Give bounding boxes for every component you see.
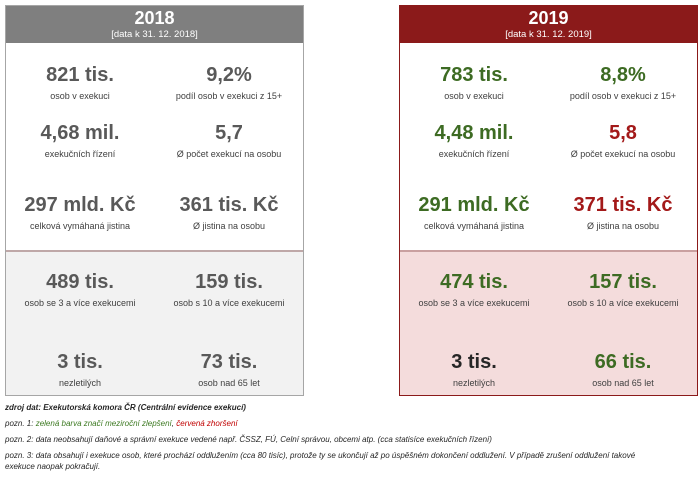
stat-label: celková vymáhaná jistina — [423, 221, 525, 231]
stat-label: osob nad 65 let — [592, 378, 654, 388]
stat-value: 4,68 mil. — [40, 122, 120, 144]
stat-label: nezletilých — [58, 378, 102, 388]
stat-label: osob s 10 a více exekucemi — [173, 298, 285, 308]
stat-label: Ø jistina na osobu — [192, 221, 266, 231]
stat-label: osob v exekuci — [50, 91, 110, 101]
note-1-green-text: zelená barva značí meziroční zlepšení — [35, 419, 172, 428]
stat-avg-executions: 5,7 Ø počet exekucí na osobu — [155, 121, 303, 160]
panel-2018-secondary-stats: 489 tis. osob se 3 a více exekucemi 159 … — [6, 250, 303, 395]
stat-label: Ø jistina na osobu — [586, 221, 660, 231]
stat-avg-executions: 5,8 Ø počet exekucí na osobu — [549, 121, 697, 160]
stat-value: 5,8 — [609, 122, 637, 144]
stat-value: 474 tis. — [440, 271, 508, 293]
note-1-separator: , — [171, 419, 175, 428]
stat-avg-principal: 371 tis. Kč Ø jistina na osobu — [549, 193, 697, 232]
note-1: pozn. 1: zelená barva značí meziroční zl… — [5, 418, 695, 429]
stat-value: 489 tis. — [46, 271, 114, 293]
year-title-2019: 2019 — [528, 8, 569, 28]
stat-label: nezletilých — [452, 378, 496, 388]
stat-label: Ø počet exekucí na osobu — [176, 149, 282, 159]
panel-2019-header: 2019 [data k 31. 12. 2019] — [400, 6, 697, 43]
stat-label: osob v exekuci — [444, 91, 504, 101]
stat-label: podíl osob v exekuci z 15+ — [175, 91, 283, 101]
stat-over-65: 73 tis. osob nad 65 let — [155, 350, 303, 389]
note-2: pozn. 2: data neobsahují daňové a správn… — [5, 435, 492, 444]
stat-over-65: 66 tis. osob nad 65 let — [549, 350, 697, 389]
stat-value: 66 tis. — [594, 351, 652, 373]
stat-label: celková vymáhaná jistina — [29, 221, 131, 231]
stat-total-principal: 291 mld. Kč celková vymáhaná jistina — [400, 193, 548, 232]
stat-persons-in-execution: 783 tis. osob v exekuci — [400, 63, 548, 102]
stat-value: 9,2% — [206, 64, 252, 86]
stat-10plus-executions: 157 tis. osob s 10 a více exekucemi — [549, 270, 697, 309]
stat-label: osob nad 65 let — [198, 378, 260, 388]
year-title-2018: 2018 — [134, 8, 175, 28]
stat-3plus-executions: 489 tis. osob se 3 a více exekucemi — [6, 270, 154, 309]
note-1-prefix: pozn. 1: — [5, 419, 34, 428]
stat-value: 3 tis. — [57, 351, 103, 373]
stat-label: osob se 3 a více exekucemi — [418, 298, 530, 308]
date-subtitle-2019: [data k 31. 12. 2019] — [505, 29, 592, 40]
note-1-red-text: červená zhoršení — [176, 419, 238, 428]
stat-10plus-executions: 159 tis. osob s 10 a více exekucemi — [155, 270, 303, 309]
stat-value: 291 mld. Kč — [418, 194, 530, 216]
stat-label: osob se 3 a více exekucemi — [24, 298, 136, 308]
stat-value: 4,48 mil. — [434, 122, 514, 144]
stat-value: 3 tis. — [451, 351, 497, 373]
stat-share-persons: 9,2% podíl osob v exekuci z 15+ — [155, 63, 303, 102]
stat-value: 297 mld. Kč — [24, 194, 136, 216]
footnotes: zdroj dat: Exekutorská komora ČR (Centrá… — [5, 402, 695, 472]
stat-value: 73 tis. — [200, 351, 258, 373]
stat-share-persons: 8,8% podíl osob v exekuci z 15+ — [549, 63, 697, 102]
stat-label: exekučních řízení — [438, 149, 510, 159]
stat-execution-proceedings: 4,68 mil. exekučních řízení — [6, 121, 154, 160]
stat-value: 157 tis. — [589, 271, 657, 293]
note-3-line-1: pozn. 3: data obsahují i exekuce osob, k… — [5, 451, 636, 460]
panel-2018: 2018 [data k 31. 12. 2018] 821 tis. osob… — [5, 5, 304, 396]
stat-label: osob s 10 a více exekucemi — [567, 298, 679, 308]
date-subtitle-2018: [data k 31. 12. 2018] — [111, 29, 198, 40]
panel-2018-main-stats: 821 tis. osob v exekuci 9,2% podíl osob … — [6, 43, 303, 249]
stat-label: Ø počet exekucí na osobu — [570, 149, 676, 159]
stat-minors: 3 tis. nezletilých — [400, 350, 548, 389]
stat-label: podíl osob v exekuci z 15+ — [569, 91, 677, 101]
stat-label: exekučních řízení — [44, 149, 116, 159]
stat-execution-proceedings: 4,48 mil. exekučních řízení — [400, 121, 548, 160]
data-source-note: zdroj dat: Exekutorská komora ČR (Centrá… — [5, 403, 246, 412]
stat-value: 371 tis. Kč — [573, 194, 673, 216]
panel-2019-secondary-stats: 474 tis. osob se 3 a více exekucemi 157 … — [400, 250, 697, 395]
stat-value: 821 tis. — [46, 64, 114, 86]
stat-value: 8,8% — [600, 64, 646, 86]
stat-avg-principal: 361 tis. Kč Ø jistina na osobu — [155, 193, 303, 232]
panel-2019-main-stats: 783 tis. osob v exekuci 8,8% podíl osob … — [400, 43, 697, 249]
stat-3plus-executions: 474 tis. osob se 3 a více exekucemi — [400, 270, 548, 309]
stat-total-principal: 297 mld. Kč celková vymáhaná jistina — [6, 193, 154, 232]
panel-2018-header: 2018 [data k 31. 12. 2018] — [6, 6, 303, 43]
stat-value: 159 tis. — [195, 271, 263, 293]
stat-value: 5,7 — [215, 122, 243, 144]
stat-value: 361 tis. Kč — [179, 194, 279, 216]
stat-persons-in-execution: 821 tis. osob v exekuci — [6, 63, 154, 102]
note-3: pozn. 3: data obsahují i exekuce osob, k… — [5, 450, 695, 472]
stat-value: 783 tis. — [440, 64, 508, 86]
stat-minors: 3 tis. nezletilých — [6, 350, 154, 389]
note-3-line-2: exekuce naopak pokračují. — [5, 462, 101, 471]
panel-2019: 2019 [data k 31. 12. 2019] 783 tis. osob… — [399, 5, 698, 396]
